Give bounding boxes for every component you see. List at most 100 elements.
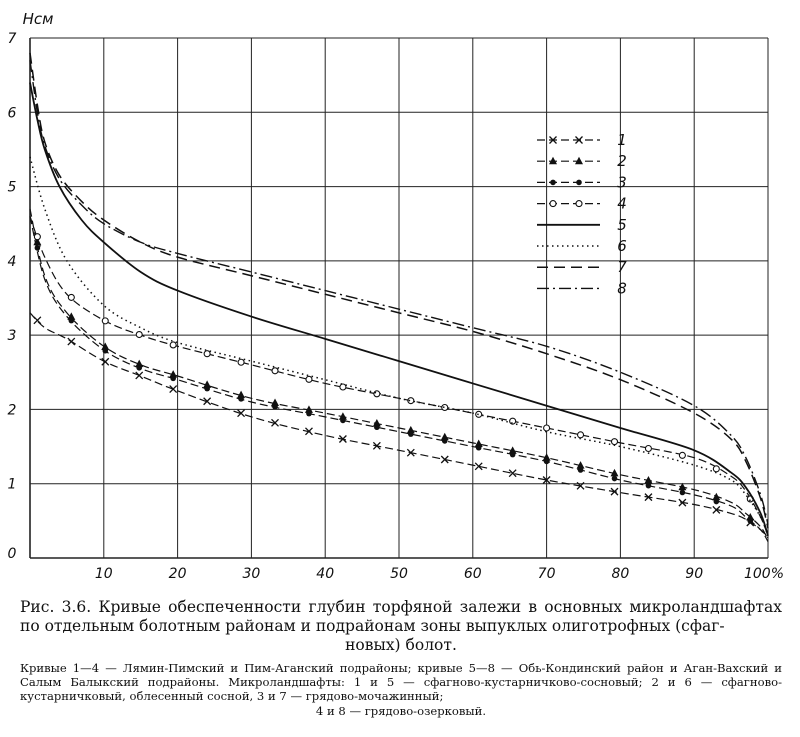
marker-dot xyxy=(408,431,414,437)
marker-x xyxy=(305,427,313,436)
x-tick-label: 30 xyxy=(242,566,260,582)
marker-x xyxy=(644,493,653,502)
marker-triangle xyxy=(644,475,653,484)
y-tick-label: 0 xyxy=(8,546,17,562)
series-2 xyxy=(29,208,769,540)
marker-dot xyxy=(34,245,41,251)
marker-x xyxy=(712,505,721,514)
marker-dot xyxy=(374,424,380,431)
marker-triangle xyxy=(474,439,483,448)
marker-x xyxy=(575,136,583,144)
x-tick-label: 10 xyxy=(95,566,113,582)
marker-triangle xyxy=(203,380,212,388)
marker-triangle xyxy=(440,432,449,441)
series-line-1 xyxy=(29,312,769,539)
legend-entry-4: 4 xyxy=(537,195,627,213)
x-tick-label: 100% xyxy=(744,566,784,582)
legend-entry-7: 7 xyxy=(537,258,627,276)
marker-x xyxy=(474,462,483,471)
marker-dot xyxy=(441,438,448,444)
marker-circle xyxy=(101,317,109,325)
legend-entry-5: 5 xyxy=(537,216,627,234)
series-line-3 xyxy=(29,216,769,542)
marker-dot xyxy=(102,347,109,354)
marker-triangle xyxy=(712,492,721,501)
series-line-8 xyxy=(29,60,769,525)
marker-circle xyxy=(407,397,415,405)
marker-triangle xyxy=(406,425,415,434)
marker-triangle xyxy=(576,461,585,469)
marker-dot xyxy=(679,489,686,496)
legend-entry-2: 2 xyxy=(537,152,627,170)
marker-x xyxy=(169,385,178,394)
chart-grid xyxy=(29,37,769,559)
marker-triangle xyxy=(549,156,557,165)
marker-triangle xyxy=(169,370,178,378)
figure-notes: Кривые 1—4 — Лямин-Пимский и Пим-Агански… xyxy=(20,661,782,718)
x-tick-label: 80 xyxy=(611,566,629,582)
marker-circle xyxy=(610,438,619,446)
marker-x xyxy=(542,476,551,484)
marker-circle xyxy=(169,341,177,349)
notes-text-end: 4 и 8 — грядово-озерковый. xyxy=(315,703,487,718)
marker-x xyxy=(101,357,110,366)
marker-circle xyxy=(576,431,585,439)
marker-x xyxy=(271,418,279,427)
marker-x xyxy=(33,316,42,325)
marker-x xyxy=(576,481,585,490)
marker-triangle xyxy=(746,512,755,521)
marker-triangle xyxy=(135,359,144,368)
marker-triangle xyxy=(372,419,381,427)
marker-x xyxy=(678,498,687,507)
marker-circle xyxy=(339,383,347,391)
caption-title: Рис. 3.6. Кривые обеспеченности глубин т… xyxy=(20,598,782,635)
marker-triangle xyxy=(67,312,76,320)
marker-x xyxy=(406,448,415,457)
marker-triangle xyxy=(271,398,280,407)
marker-dot xyxy=(509,451,516,458)
chart-series xyxy=(29,52,769,542)
chart-axes: 10 20 30 40 50 60 70 80 90 100% 0 1 2 3 4 5 6 7 Hсм xyxy=(8,10,784,582)
legend-entry-6: 6 xyxy=(537,237,627,255)
series-6 xyxy=(29,156,769,536)
marker-dot xyxy=(713,498,720,505)
marker-x xyxy=(135,371,144,380)
marker-x xyxy=(67,337,76,346)
legend-label: 2 xyxy=(617,152,627,170)
marker-triangle xyxy=(101,342,110,351)
marker-dot xyxy=(272,403,278,410)
marker-circle xyxy=(441,403,449,412)
marker-triangle xyxy=(542,453,551,461)
y-tick-label: 2 xyxy=(8,402,17,418)
marker-dot xyxy=(550,179,556,186)
x-tick-label: 90 xyxy=(685,566,703,582)
legend-label: 4 xyxy=(617,195,627,213)
legend-label: 3 xyxy=(617,173,627,191)
marker-dot xyxy=(747,518,754,524)
marker-circle xyxy=(509,417,517,425)
marker-circle xyxy=(549,200,557,208)
marker-x xyxy=(508,469,517,478)
marker-triangle xyxy=(678,482,687,491)
depth-supply-chart: 10 20 30 40 50 60 70 80 90 100% 0 1 2 3 4 5 6 7 Hсм 1 2 3 4 5 6… xyxy=(8,10,784,582)
notes-text: Кривые 1—4 — Лямин-Пимский и Пим-Агански… xyxy=(20,661,782,704)
legend-label: 5 xyxy=(617,216,627,234)
chart-legend: 1 2 3 4 5 6 7 8 xyxy=(537,131,627,297)
marker-triangle xyxy=(237,390,246,399)
legend-label: 8 xyxy=(617,279,627,297)
marker-dot xyxy=(475,444,482,451)
series-8 xyxy=(29,60,769,525)
x-tick-label: 50 xyxy=(390,566,408,582)
legend-entry-8: 8 xyxy=(537,279,627,297)
y-tick-label: 7 xyxy=(8,31,17,47)
series-3 xyxy=(29,216,769,542)
marker-circle xyxy=(644,444,652,453)
marker-circle xyxy=(712,465,720,473)
marker-triangle xyxy=(338,412,347,420)
marker-dot xyxy=(645,482,652,489)
marker-circle xyxy=(33,233,41,241)
marker-dot xyxy=(68,317,75,324)
marker-dot xyxy=(306,410,312,417)
marker-triangle xyxy=(575,156,583,165)
marker-dot xyxy=(577,467,584,473)
